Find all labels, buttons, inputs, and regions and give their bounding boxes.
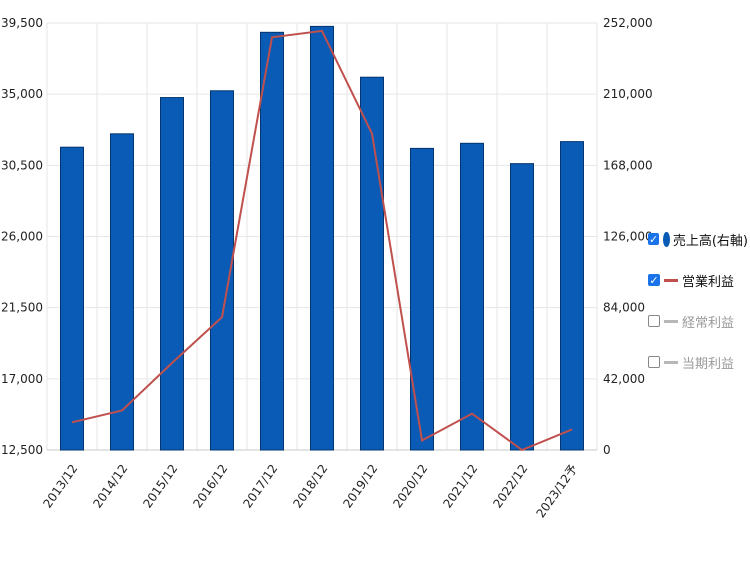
right-tick-label: 126,000 bbox=[603, 230, 653, 244]
bars-layer bbox=[60, 25, 584, 451]
left-tick-label: 12,500 bbox=[1, 443, 43, 457]
left-tick-label: 30,500 bbox=[1, 158, 43, 172]
legend-item-operating-profit[interactable]: ✓ 営業利益 bbox=[648, 270, 748, 290]
x-tick-label: 2021/12 bbox=[440, 462, 480, 511]
bar-2014/12 bbox=[110, 133, 134, 451]
legend-checkbox-operating-profit[interactable]: ✓ bbox=[648, 273, 660, 287]
legend-label-sales: 売上高(右軸) bbox=[672, 233, 748, 249]
left-axis-ticks: 12,500 17,000 21,500 26,000 30,500 35,000 39,5… bbox=[1, 16, 43, 457]
x-tick-label: 2014/12 bbox=[90, 462, 130, 511]
bar-2015/12 bbox=[160, 97, 184, 451]
bar-2021/12 bbox=[460, 142, 484, 451]
left-tick-label: 21,500 bbox=[1, 301, 43, 315]
right-tick-label: 42,000 bbox=[603, 372, 645, 386]
legend-item-sales[interactable]: ✓ 売上高(右軸) bbox=[648, 229, 748, 249]
bar-2017/12 bbox=[260, 31, 284, 451]
x-tick-label: 2017/12 bbox=[240, 462, 280, 511]
line-marker-icon bbox=[664, 360, 678, 364]
legend-checkbox-sales[interactable]: ✓ bbox=[648, 232, 660, 246]
x-tick-label: 2023/12予 bbox=[534, 462, 581, 521]
left-tick-label: 35,000 bbox=[1, 87, 43, 101]
right-tick-label: 0 bbox=[603, 443, 611, 457]
legend-label-ordinary-profit: 経常利益 bbox=[682, 315, 735, 331]
legend: ✓ 売上高(右軸) ✓ 営業利益 経常利益 当期利益 bbox=[648, 229, 748, 393]
bar-2018/12 bbox=[310, 25, 334, 451]
x-axis-ticks: 2013/12 2014/12 2015/12 2016/12 2017/12 2018/… bbox=[40, 462, 580, 521]
x-tick-label: 2020/12 bbox=[390, 462, 430, 511]
legend-item-net-profit[interactable]: 当期利益 bbox=[648, 352, 748, 372]
x-tick-label: 2018/12 bbox=[290, 462, 330, 511]
x-tick-label: 2015/12 bbox=[140, 462, 180, 511]
bar-2016/12 bbox=[210, 90, 234, 451]
x-tick-label: 2022/12 bbox=[490, 462, 530, 511]
right-axis-ticks: 0 42,000 84,000 126,000 168,000 210,000 252,00… bbox=[603, 16, 653, 457]
bar-2022/12 bbox=[510, 163, 534, 451]
left-tick-label: 26,000 bbox=[1, 230, 43, 244]
right-tick-label: 84,000 bbox=[603, 301, 645, 315]
left-tick-label: 17,000 bbox=[1, 372, 43, 386]
legend-checkbox-ordinary-profit[interactable] bbox=[648, 315, 660, 327]
right-tick-label: 252,000 bbox=[603, 16, 653, 30]
left-tick-label: 39,500 bbox=[1, 16, 43, 30]
right-tick-label: 210,000 bbox=[603, 87, 653, 101]
legend-label-operating-profit: 営業利益 bbox=[682, 274, 735, 290]
right-tick-label: 168,000 bbox=[603, 158, 653, 172]
x-tick-label: 2016/12 bbox=[190, 462, 230, 511]
circle-marker-icon bbox=[663, 231, 670, 247]
legend-item-ordinary-profit[interactable]: 経常利益 bbox=[648, 311, 748, 331]
line-marker-icon bbox=[664, 278, 678, 282]
bar-2020/12 bbox=[410, 147, 434, 451]
bar-2023/12予 bbox=[560, 141, 584, 451]
legend-label-net-profit: 当期利益 bbox=[682, 356, 735, 372]
x-tick-label: 2013/12 bbox=[40, 462, 80, 511]
line-marker-icon bbox=[664, 319, 678, 323]
line-layer bbox=[71, 29, 573, 452]
x-tick-label: 2019/12 bbox=[340, 462, 380, 511]
legend-checkbox-net-profit[interactable] bbox=[648, 356, 660, 368]
bar-2013/12 bbox=[60, 146, 84, 451]
